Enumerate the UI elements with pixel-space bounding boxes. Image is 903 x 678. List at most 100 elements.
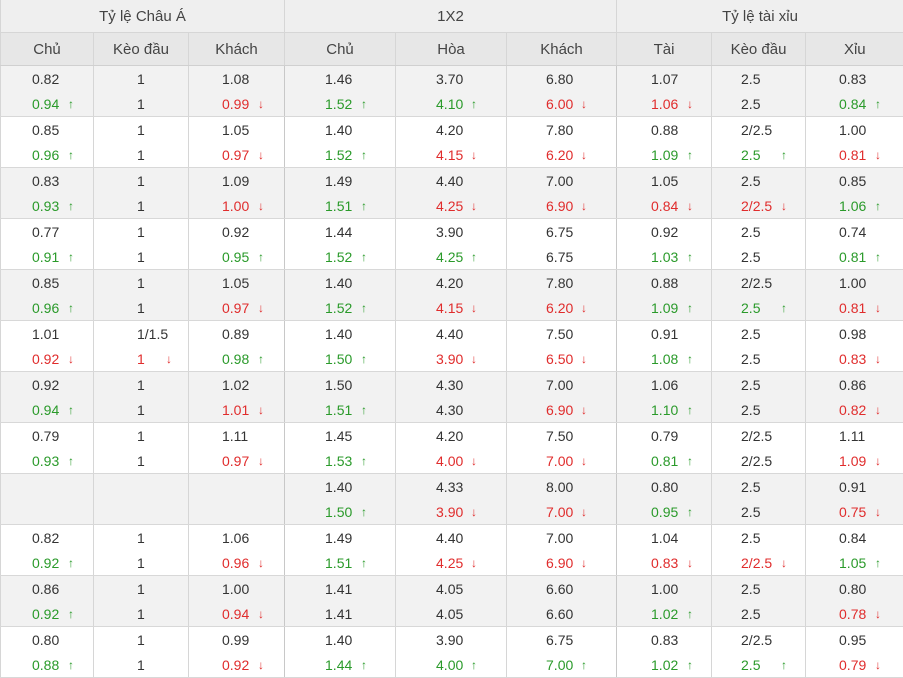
odds-value: 0.80 (839, 581, 866, 597)
odds-cell: 4.25↓ (396, 193, 507, 219)
odds-value: 1 (137, 657, 145, 673)
odds-value: 1.50 (325, 504, 352, 520)
odds-value: 0.80 (32, 632, 59, 648)
odds-cell: 0.78↓ (806, 601, 903, 627)
arrow-down-icon: ↓ (471, 301, 477, 315)
odds-value: 0.74 (839, 224, 866, 240)
group-1x2: 1X2 (285, 0, 617, 33)
odds-value: 3.70 (436, 71, 463, 87)
arrow-down-icon: ↓ (581, 505, 587, 519)
odds-value: 0.83 (651, 555, 678, 571)
odds-value: 0.99 (222, 632, 249, 648)
odds-value: 1.01 (32, 326, 59, 342)
odds-value: 1.53 (325, 453, 352, 469)
odds-cell: 0.82↓ (806, 397, 903, 423)
odds-cell: 2.5 (712, 372, 806, 398)
odds-value: 1.09 (222, 173, 249, 189)
odds-cell: 1.07 (617, 66, 712, 92)
odds-cell: 1.52↑ (285, 295, 396, 321)
odds-cell: 4.15↓ (396, 295, 507, 321)
odds-cell: 2.5 (712, 474, 806, 500)
odds-cell: 1.51↑ (285, 397, 396, 423)
odds-value: 1.46 (325, 71, 352, 87)
odds-value: 1 (137, 581, 145, 597)
odds-value: 0.83 (32, 173, 59, 189)
odds-cell: 0.85 (806, 168, 903, 194)
odds-value: 0.92 (222, 224, 249, 240)
odds-cell: 0.84 (806, 525, 903, 551)
odds-cell: 0.81↑ (806, 244, 903, 270)
col-1x2-home: Chủ (285, 33, 396, 66)
arrow-up-icon: ↑ (687, 250, 693, 264)
odds-cell: 0.98↑ (189, 346, 285, 372)
odds-value: 1.06 (651, 377, 678, 393)
arrow-up-icon: ↑ (687, 454, 693, 468)
odds-cell: 0.75↓ (806, 499, 903, 525)
odds-cell: 6.75 (507, 219, 617, 245)
odds-cell: 7.00 (507, 372, 617, 398)
odds-cell: 4.00↑ (396, 652, 507, 678)
odds-cell: 3.90↓ (396, 346, 507, 372)
odds-value: 1 (137, 428, 145, 444)
odds-cell: 0.79↓ (806, 652, 903, 678)
odds-value: 0.92 (651, 224, 678, 240)
odds-cell: 0.91 (806, 474, 903, 500)
odds-value: 1.50 (325, 377, 352, 393)
odds-value: 4.20 (436, 122, 463, 138)
odds-value: 1.00 (222, 581, 249, 597)
odds-cell: 1↓ (94, 346, 189, 372)
odds-value: 1 (137, 249, 145, 265)
odds-cell (189, 474, 285, 500)
column-header-row: Chủ Kèo đầu Khách Chủ Hòa Khách Tài Kèo … (1, 33, 903, 66)
odds-value: 1.02 (651, 606, 678, 622)
arrow-down-icon: ↓ (166, 352, 172, 366)
odds-value: 1.00 (651, 581, 678, 597)
odds-cell: 6.90↓ (507, 397, 617, 423)
odds-cell: 0.98 (806, 321, 903, 347)
odds-cell: 0.89 (189, 321, 285, 347)
odds-value: 1.00 (839, 122, 866, 138)
odds-value: 3.90 (436, 504, 463, 520)
odds-value: 7.00 (546, 530, 573, 546)
odds-value: 6.90 (546, 402, 573, 418)
odds-value: 0.85 (32, 275, 59, 291)
odds-value: 0.83 (839, 71, 866, 87)
odds-value: 0.88 (651, 122, 678, 138)
arrow-down-icon: ↓ (581, 301, 587, 315)
odds-cell: 2.5↑ (712, 295, 806, 321)
odds-cell: 0.94↑ (1, 91, 94, 117)
odds-cell: 0.83↓ (806, 346, 903, 372)
arrow-down-icon: ↓ (258, 199, 264, 213)
odds-value: 3.90 (436, 632, 463, 648)
col-ah-away: Khách (189, 33, 285, 66)
arrow-down-icon: ↓ (258, 454, 264, 468)
odds-value: 2/2.5 (741, 198, 772, 214)
odds-value: 0.96 (32, 147, 59, 163)
arrow-down-icon: ↓ (581, 556, 587, 570)
arrow-down-icon: ↓ (471, 505, 477, 519)
arrow-down-icon: ↓ (258, 556, 264, 570)
odds-cell: 4.05 (396, 576, 507, 602)
odds-cell: 2/2.5↓ (712, 193, 806, 219)
arrow-up-icon: ↑ (471, 250, 477, 264)
arrow-up-icon: ↑ (68, 250, 74, 264)
odds-value: 2.5 (741, 581, 760, 597)
odds-value: 1.40 (325, 632, 352, 648)
odds-cell: 3.70 (396, 66, 507, 92)
odds-cell: 0.99↓ (189, 91, 285, 117)
odds-cell: 1.02↑ (617, 652, 712, 678)
odds-cell: 0.80 (1, 627, 94, 653)
arrow-up-icon: ↑ (361, 556, 367, 570)
odds-value: 0.85 (839, 173, 866, 189)
arrow-down-icon: ↓ (471, 148, 477, 162)
arrow-down-icon: ↓ (875, 505, 881, 519)
arrow-up-icon: ↑ (581, 658, 587, 672)
odds-cell: 0.83 (617, 627, 712, 653)
odds-cell: 0.92 (1, 372, 94, 398)
arrow-up-icon: ↑ (687, 505, 693, 519)
odds-cell: 1.06↓ (617, 91, 712, 117)
odds-value: 4.30 (436, 377, 463, 393)
odds-cell: 1 (94, 550, 189, 576)
